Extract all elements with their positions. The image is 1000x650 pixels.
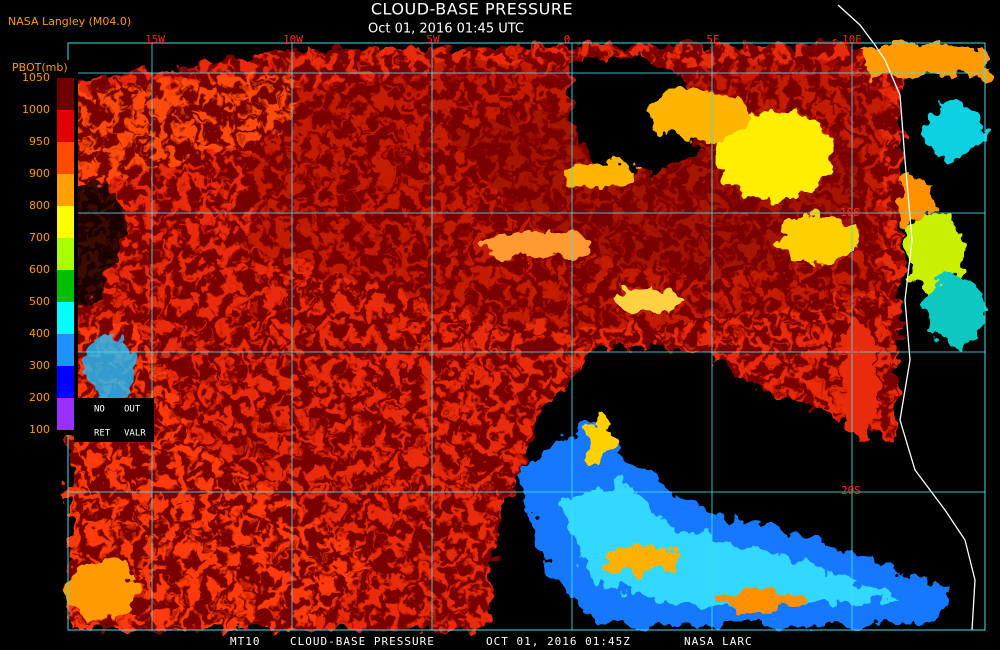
colorbar-tick-label: 950 <box>29 135 50 148</box>
high-cloud <box>925 275 985 345</box>
mid-cloud <box>560 161 640 189</box>
colorbar-tick-label: 700 <box>29 231 50 244</box>
mid-cloud <box>485 231 595 259</box>
mid-cloud <box>615 288 685 312</box>
colorbar: PBOT(mb) 1050 1000 950 900 800 700 600 500 400 30… <box>0 60 154 442</box>
colorbar-tick-label: 300 <box>29 359 50 372</box>
legend-label: OUT <box>124 405 141 415</box>
colorbar-tick-label: 800 <box>29 199 50 212</box>
orange-patch <box>68 70 300 190</box>
color-swatch <box>57 398 74 430</box>
orange-patch <box>68 320 380 630</box>
mid-cloud <box>600 546 680 574</box>
color-swatch <box>57 110 74 142</box>
longitude-label: 15W <box>145 33 165 46</box>
color-swatch <box>57 334 74 366</box>
latitude-label: 20S <box>841 484 861 497</box>
color-swatch <box>57 366 74 398</box>
colorbar-tick-label: 900 <box>29 167 50 180</box>
low-cloud <box>840 320 880 440</box>
footer-text: CLOUD-BASE PRESSURE <box>290 635 435 648</box>
longitude-label: 10E <box>842 33 862 46</box>
cloud-field <box>65 45 985 630</box>
data-source: NASA Langley (M04.0) <box>8 15 131 28</box>
colorbar-tick-label: 500 <box>29 295 50 308</box>
mid-cloud <box>860 45 985 80</box>
colorbar-tick-label: 200 <box>29 391 50 404</box>
mid-cloud <box>897 175 933 225</box>
mid-cloud <box>588 415 612 465</box>
color-swatch <box>57 302 74 334</box>
longitude-label: 10W <box>283 33 303 46</box>
mid-cloud <box>905 210 965 290</box>
coastline <box>837 4 976 631</box>
high-cloud <box>85 335 135 405</box>
legend-label: NO <box>94 405 105 415</box>
graticule <box>67 42 986 631</box>
color-swatch <box>57 206 74 238</box>
colorbar-title: PBOT(mb) <box>12 61 68 74</box>
mid-cloud <box>715 110 835 200</box>
high-cloud <box>927 100 983 160</box>
mid-cloud <box>780 215 860 265</box>
colorbar-tick-label: 1000 <box>22 103 50 116</box>
footer-text: NASA LARC <box>684 635 753 648</box>
legend-label: VALR <box>124 429 146 439</box>
colorbar-tick-label: 1050 <box>22 71 50 84</box>
color-swatch <box>57 238 74 270</box>
longitude-label: 5W <box>426 33 440 46</box>
latitude-label: 15S <box>840 345 860 358</box>
legend-box <box>74 398 154 442</box>
colorbar-tick-label: 400 <box>29 327 50 340</box>
footer-text: MT10 <box>230 635 261 648</box>
mid-cloud <box>715 590 805 610</box>
color-swatch <box>57 270 74 302</box>
longitude-label: 0 <box>564 33 571 46</box>
color-swatch <box>57 142 74 174</box>
latitude-label: 10S <box>840 206 860 219</box>
color-swatch <box>57 174 74 206</box>
timestamp: Oct 01, 2016 01:45 UTC <box>368 22 524 37</box>
colorbar-tick-label: 600 <box>29 263 50 276</box>
color-swatch <box>57 78 74 110</box>
footer-text: OCT 01, 2016 01:45Z <box>486 635 631 648</box>
high-cloud <box>560 480 900 610</box>
mid-cloud <box>65 560 135 620</box>
latitude-label: 5S <box>849 66 862 79</box>
colorbar-tick-label: 100 <box>29 423 50 436</box>
mid-cloud <box>650 90 750 140</box>
longitude-label: 5E <box>706 33 719 46</box>
legend-label: RET <box>94 429 111 439</box>
clear-sky <box>570 55 700 175</box>
image-title: CLOUD-BASE PRESSURE <box>371 0 573 19</box>
